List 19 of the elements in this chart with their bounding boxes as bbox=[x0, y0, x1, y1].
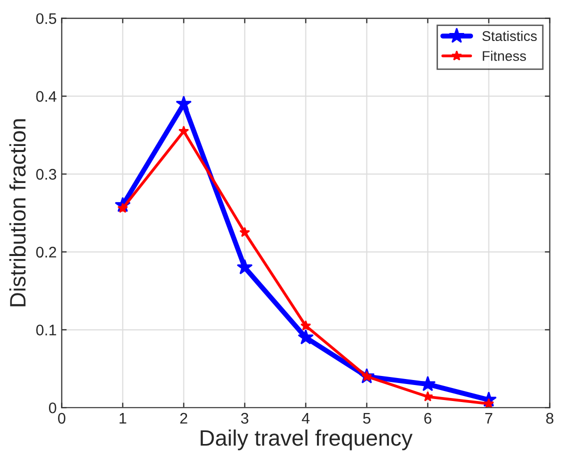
y-tick-label: 0 bbox=[48, 402, 56, 414]
x-axis-title: Daily travel frequency bbox=[200, 430, 413, 450]
x-tick-label: 2 bbox=[180, 412, 188, 424]
x-tick-label: 7 bbox=[485, 413, 492, 424]
x-tick-label: 3 bbox=[241, 412, 248, 424]
y-tick-label: 0.2 bbox=[36, 246, 56, 258]
y-tick-label: 0.3 bbox=[36, 168, 56, 180]
y-tick-label: 0.4 bbox=[36, 91, 56, 102]
x-tick-label: 6 bbox=[424, 412, 432, 424]
legend-label: Fitness bbox=[482, 50, 526, 61]
x-tick-label: 8 bbox=[546, 412, 554, 424]
y-tick-label: 0.5 bbox=[36, 13, 56, 24]
y-axis-title: Distribution fraction bbox=[9, 119, 26, 306]
y-tick-label: 0.1 bbox=[36, 324, 56, 336]
x-tick-label: 0 bbox=[58, 412, 66, 424]
x-tick-label: 1 bbox=[120, 413, 126, 424]
x-tick-label: 5 bbox=[363, 413, 370, 424]
legend-label: Statistics bbox=[482, 30, 537, 42]
x-tick-label: 4 bbox=[302, 413, 310, 424]
